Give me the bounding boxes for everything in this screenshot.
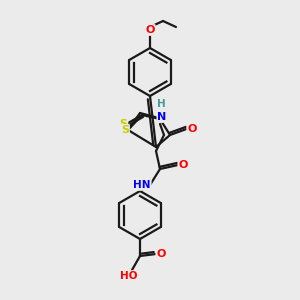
Text: H: H <box>157 99 165 109</box>
Text: HO: HO <box>120 271 138 281</box>
Text: O: O <box>178 160 188 170</box>
Text: HN: HN <box>133 180 151 190</box>
Text: O: O <box>156 249 166 259</box>
Text: O: O <box>145 25 155 35</box>
Text: S: S <box>119 119 128 129</box>
Text: S: S <box>121 125 129 135</box>
Text: O: O <box>187 124 196 134</box>
Text: N: N <box>158 112 166 122</box>
